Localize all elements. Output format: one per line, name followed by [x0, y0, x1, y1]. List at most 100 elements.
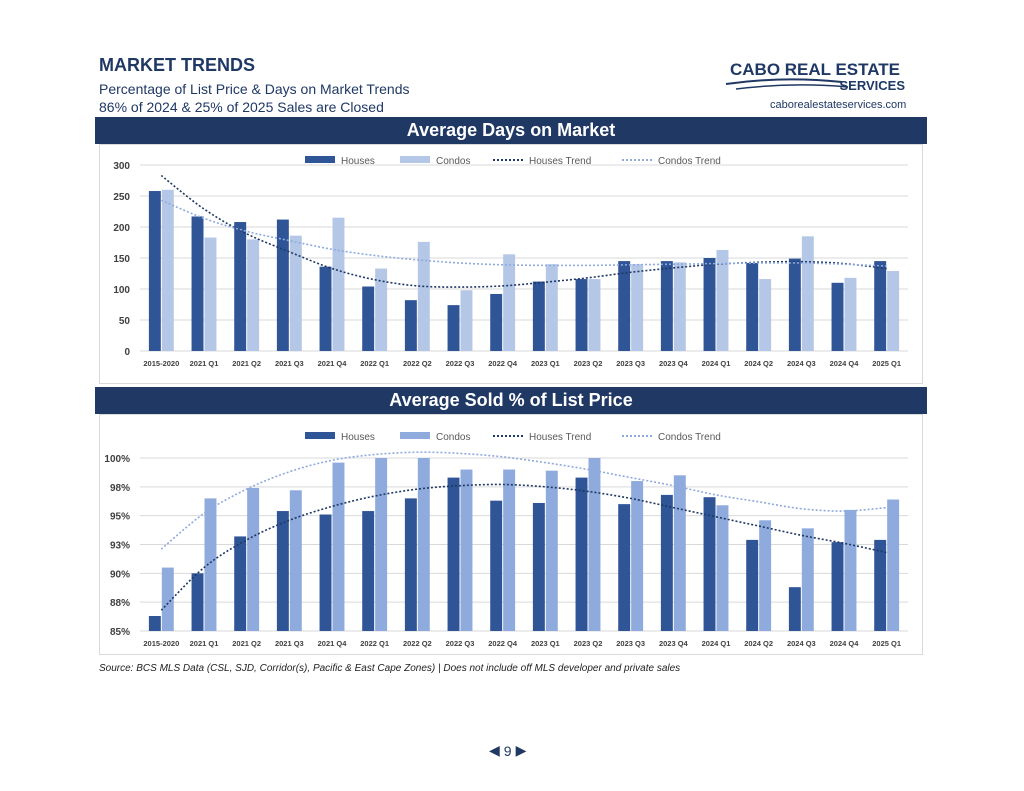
chart0-bar-condos [503, 254, 516, 351]
prev-page-icon[interactable]: ◀ [489, 742, 500, 758]
chart1-legend-swatch [400, 432, 430, 439]
chart1-xtick-label: 2015-2020 [143, 639, 179, 648]
chart0-bar-condos [545, 264, 558, 351]
chart0-bar-condos [759, 279, 772, 351]
chart1-ytick-label: 98% [110, 483, 130, 494]
chart1-bar-houses [746, 539, 759, 631]
chart0-xtick-label: 2023 Q3 [616, 359, 645, 368]
chart1-ytick-label: 93% [110, 541, 130, 552]
chart0-bar-houses [319, 266, 332, 351]
chart0-bar-houses [831, 282, 844, 351]
chart0-legend-swatch [305, 156, 335, 163]
page-title: MARKET TRENDS [99, 55, 255, 75]
chart1-ytick-label: 95% [110, 512, 130, 523]
chart0-bar-condos [460, 290, 473, 351]
chart1-xtick-label: 2024 Q4 [830, 639, 860, 648]
chart1-bar-condos [759, 520, 772, 631]
chart1-xtick-label: 2021 Q2 [232, 639, 261, 648]
chart0-bar-houses [660, 261, 673, 351]
chart0-xtick-label: 2024 Q2 [744, 359, 773, 368]
chart0-bar-houses [788, 258, 801, 351]
chart0-bar-condos [673, 262, 686, 351]
chart0-legend-label: Condos [436, 156, 470, 167]
chart0-legend-swatch [400, 156, 430, 163]
chart0-bar-houses [234, 222, 247, 351]
chart1-bar-condos [887, 499, 900, 631]
chart1-bar-condos [631, 481, 644, 631]
chart0-bar-houses [532, 281, 545, 351]
chart1-xtick-label: 2024 Q2 [744, 639, 773, 648]
page-navigation: ◀ 9 ▶ [489, 742, 526, 759]
chart0-bar-houses [575, 279, 588, 351]
chart0-bar-houses [148, 191, 161, 351]
chart0-xtick-label: 2024 Q4 [830, 359, 860, 368]
chart1-bar-houses [874, 539, 887, 631]
chart1-bar-houses [788, 587, 801, 631]
chart1-xtick-label: 2023 Q2 [574, 639, 603, 648]
chart1-bar-houses [234, 536, 247, 631]
chart0-xtick-label: 2023 Q1 [531, 359, 560, 368]
chart1-bar-condos [204, 498, 217, 631]
chart0-ytick-label: 0 [124, 347, 130, 358]
chart1-ytick-label: 90% [110, 569, 130, 580]
chart0-xtick-label: 2025 Q1 [872, 359, 901, 368]
chart0-bar-houses [404, 300, 417, 351]
chart1-bar-condos [460, 469, 473, 631]
chart1-bar-houses [703, 497, 716, 631]
chart0-xtick-label: 2021 Q1 [190, 359, 219, 368]
sold-pct-chart: 85% 88% 90% 93% 95% 98% 100% 2015-2020 2021 Q1 20… [99, 414, 923, 655]
chart1-legend-swatch [305, 432, 335, 439]
chart1-ytick-label: 88% [110, 598, 130, 609]
chart0-bar-condos [375, 268, 388, 351]
next-page-icon[interactable]: ▶ [515, 742, 527, 758]
chart0-xtick-label: 2022 Q2 [403, 359, 432, 368]
page-subtitle: Percentage of List Price & Days on Marke… [99, 81, 410, 97]
chart0-bar-houses [191, 216, 204, 351]
chart1-bar-houses [362, 511, 375, 631]
chart0-bar-houses [618, 261, 631, 351]
chart0-bar-houses [362, 286, 375, 351]
chart1-xtick-label: 2024 Q1 [702, 639, 731, 648]
sales-closed-note: 86% of 2024 & 25% of 2025 Sales are Clos… [99, 99, 384, 115]
chart1-bar-condos [503, 469, 516, 631]
chart1-bar-condos [417, 458, 430, 631]
chart1-legend-label: Condos [436, 432, 470, 443]
chart0-houses-trend-line [160, 174, 887, 288]
chart0-legend-label: Houses Trend [529, 156, 591, 167]
days-on-market-chart: 0 50 100 150 200 250 300 2015-2020 2021 Q1 2021 Q… [99, 144, 923, 384]
chart0-xtick-label: 2023 Q2 [574, 359, 603, 368]
chart0-bar-condos [588, 279, 601, 351]
chart1-bar-condos [375, 458, 388, 631]
logo-line1: CABO REAL ESTATE [730, 60, 900, 79]
chart0-xtick-label: 2023 Q4 [659, 359, 689, 368]
days-chart-svg: 0 50 100 150 200 250 300 2015-2020 2021 Q1 2021 Q… [113, 156, 908, 368]
chart1-bar-houses [831, 542, 844, 631]
chart1-xtick-label: 2025 Q1 [872, 639, 901, 648]
chart1-bar-houses [404, 498, 417, 631]
chart0-bar-houses [490, 293, 503, 351]
chart0-condos-trend-line [160, 199, 887, 267]
chart1-ytick-label: 100% [104, 454, 130, 465]
chart0-bar-condos [887, 271, 900, 351]
chart0-xtick-label: 2022 Q1 [360, 359, 389, 368]
chart0-ytick-label: 150 [113, 254, 130, 265]
source-note: Source: BCS MLS Data (CSL, SJD, Corridor… [99, 663, 681, 674]
chart1-bar-houses [490, 500, 503, 631]
chart1-legend-label: Houses Trend [529, 432, 591, 443]
chart0-bar-condos [161, 189, 174, 351]
chart1-xtick-label: 2022 Q4 [488, 639, 518, 648]
sold-pct-chart-svg: 85% 88% 90% 93% 95% 98% 100% 2015-2020 2021 Q1 20… [104, 432, 908, 648]
chart0-bar-houses [447, 305, 460, 351]
chart1-bar-condos [289, 490, 302, 631]
website-link[interactable]: caborealestateservices.com [770, 99, 907, 111]
chart1-bar-condos [332, 462, 345, 631]
chart0-xtick-label: 2022 Q3 [446, 359, 475, 368]
chart0-legend-label: Houses [341, 156, 375, 167]
chart0-xtick-label: 2021 Q2 [232, 359, 261, 368]
chart0-bar-houses [276, 219, 289, 351]
logo-line2: SERVICES [839, 78, 905, 93]
chart1-bar-condos [673, 475, 686, 631]
chart0-ytick-label: 100 [113, 285, 130, 296]
chart0-bar-condos [204, 237, 217, 351]
chart1-bar-condos [588, 458, 601, 631]
